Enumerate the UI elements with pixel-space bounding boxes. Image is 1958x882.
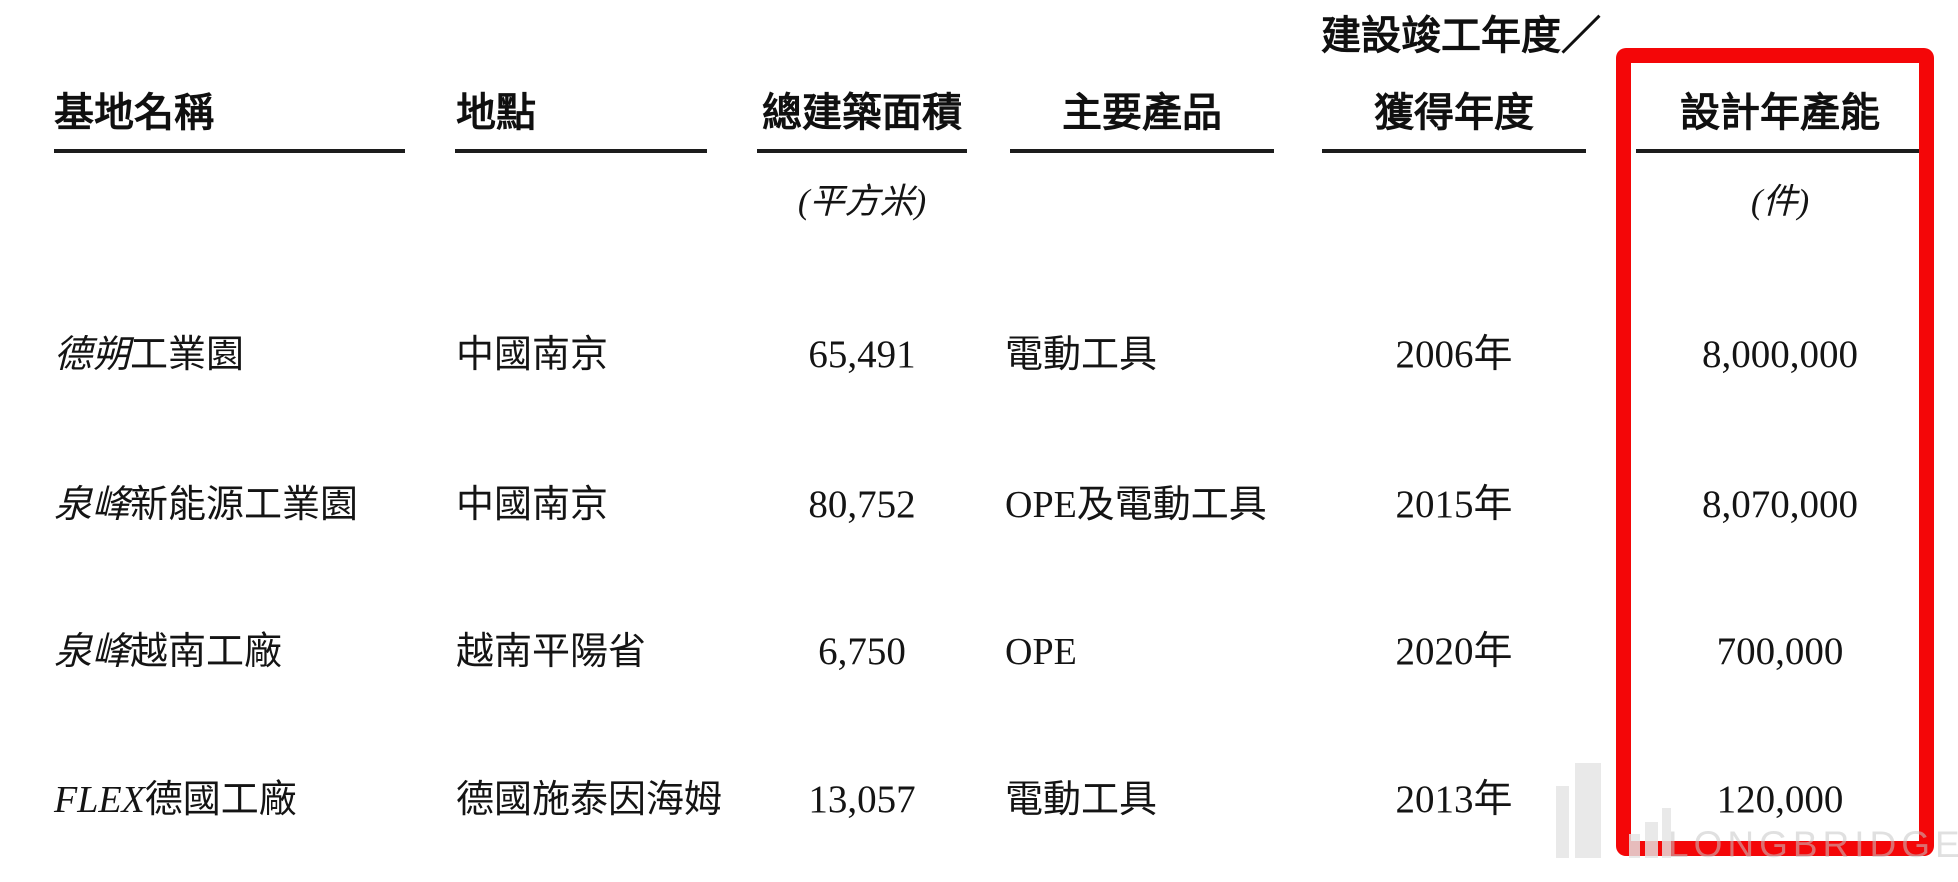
cell-gfa: 80,752 [808,483,916,526]
cell-products: OPE [1005,631,1077,673]
watermark-text: LONGBRIDGE [1668,824,1958,865]
cell-year: 2015年 [1395,483,1513,526]
base-name-italic-part: 德朔 [54,334,131,376]
cell-base-name: 泉峰新能源工業園 [54,483,358,527]
cell-location: 越南平陽省 [456,631,647,673]
column-underline-base-name [54,149,405,153]
cell-capacity: 120,000 [1716,778,1844,821]
cell-gfa: 6,750 [818,630,906,673]
cell-location: 中國南京 [456,334,609,376]
column-header-products: 主要產品 [1062,91,1222,135]
watermark-logo-bar [1629,834,1640,858]
cell-year: 2006年 [1395,333,1513,376]
column-header-capacity: 設計年產能 [1680,91,1880,135]
cell-location: 中國南京 [456,484,609,526]
highlight-red-box [1616,48,1934,856]
base-name-regular-part: 德國工廠 [144,779,297,821]
cell-capacity: 8,070,000 [1702,483,1858,526]
cell-products: 電動工具 [1005,779,1158,821]
watermark-logo-bar [1556,786,1569,858]
column-header-base-name: 基地名稱 [54,91,214,135]
column-underline-capacity [1636,149,1924,153]
column-underline-year [1322,149,1586,153]
base-name-regular-part: 新能源工業園 [130,484,359,526]
base-name-italic-part: 泉峰 [54,631,131,673]
cell-gfa: 65,491 [808,333,916,376]
cell-products: OPE及電動工具 [1005,484,1267,526]
column-underline-gfa [757,149,967,153]
watermark-logo-bar [1645,822,1658,858]
column-underline-location [455,149,707,153]
base-name-regular-part: 越南工廠 [130,631,283,673]
cell-capacity: 8,000,000 [1702,333,1858,376]
base-name-italic-part: 泉峰 [54,484,131,526]
base-name-italic-part: FLEX [54,779,145,821]
cell-capacity: 700,000 [1716,630,1844,673]
column-underline-products [1010,149,1274,153]
cell-gfa: 13,057 [808,778,916,821]
cell-base-name: 泉峰越南工廠 [54,630,282,674]
cell-year: 2020年 [1395,630,1513,673]
column-header-location: 地點 [456,91,536,135]
cell-base-name: 德朔工業園 [54,333,244,377]
cell-year: 2013年 [1395,778,1513,821]
cell-products: 電動工具 [1005,334,1158,376]
column-header-year-line1: 建設竣工年度／ [1321,14,1601,58]
unit-label-sqm: (平方米) [797,182,927,221]
cell-base-name: FLEX德國工廠 [54,778,297,822]
column-header-year-line2: 獲得年度 [1374,91,1534,135]
watermark-logo-bar [1662,808,1671,858]
cell-location: 德國施泰因海姆 [456,779,723,821]
base-name-regular-part: 工業園 [130,334,245,376]
column-header-gfa: 總建築面積 [762,91,962,135]
watermark-logo-bar [1575,763,1601,858]
unit-label-pieces: (件) [1750,182,1810,221]
